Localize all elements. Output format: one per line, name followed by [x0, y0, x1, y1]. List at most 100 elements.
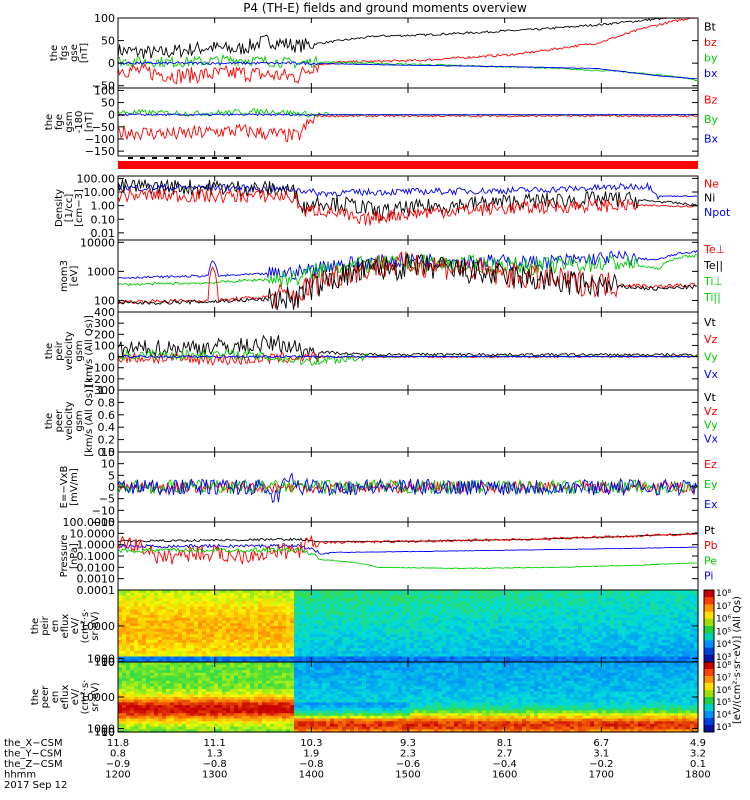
spectrogram-cell [566, 592, 571, 597]
spectrogram-cell [630, 639, 635, 644]
spectrogram-cell [442, 609, 447, 613]
spectrogram-cell [222, 626, 227, 630]
spectrogram-cell [190, 715, 195, 720]
spectrogram-cell [246, 603, 251, 608]
spectrogram-cell [266, 650, 271, 655]
spectrogram-cell [118, 680, 123, 685]
spectrogram-cell [118, 697, 123, 701]
spectrogram-cell [162, 718, 167, 722]
spectrogram-cell [618, 645, 623, 649]
spectrogram-cell [174, 590, 179, 594]
spectrogram-cell [198, 603, 203, 608]
spectrogram-cell [358, 601, 363, 605]
spectrogram-cell [674, 620, 679, 624]
spectrogram-cell [686, 637, 691, 641]
y-tick-label: 0.10 [91, 213, 116, 226]
spectrogram-cell [286, 617, 291, 622]
spectrogram-cell [418, 620, 423, 624]
spectrogram-cell [606, 642, 611, 646]
spectrogram-cell [310, 592, 315, 597]
spectrogram-cell [122, 729, 127, 733]
spectrogram-cell [182, 642, 187, 646]
spectrogram-cell [382, 623, 387, 627]
spectrogram-cell [310, 631, 315, 635]
spectrogram-cell [326, 595, 331, 599]
spectrogram-cell [658, 595, 663, 599]
spectrogram-cell [578, 628, 583, 633]
spectrogram-cell [578, 653, 583, 658]
spectrogram-cell [562, 628, 567, 633]
spectrogram-cell [154, 620, 159, 624]
spectrogram-cell [178, 721, 183, 725]
spectrogram-cell [306, 603, 311, 608]
spectrogram-cell [550, 648, 555, 652]
spectrogram-cell [142, 699, 147, 703]
spectrogram-cell [326, 634, 331, 638]
spectrogram-cell [254, 606, 259, 610]
spectrogram-cell [414, 634, 419, 638]
spectrogram-cell [170, 617, 175, 622]
spectrogram-cell [186, 694, 191, 698]
spectrogram-cell [498, 606, 503, 610]
spectrogram-cell [654, 634, 659, 638]
spectrogram-cell [138, 603, 143, 608]
spectrogram-cell [686, 648, 691, 652]
spectrogram-cell [230, 614, 235, 619]
spectrogram-cell [378, 612, 383, 616]
spectrogram-cell [138, 631, 143, 635]
spectrogram-cell [678, 631, 683, 635]
spectrogram-cell [194, 606, 199, 610]
spectrogram-cell [358, 645, 363, 649]
spectrogram-cell [382, 609, 387, 613]
spectrogram-cell [170, 639, 175, 644]
spectrogram-cell [146, 595, 151, 599]
spectrogram-cell [678, 628, 683, 633]
spectrogram-cell [694, 637, 699, 641]
spectrogram-cell [514, 626, 519, 630]
spectrogram-cell [274, 614, 279, 619]
spectrogram-cell [410, 642, 415, 646]
spectrogram-cell [666, 601, 671, 605]
spectrogram-cell [286, 645, 291, 649]
spectrogram-cell [586, 650, 591, 655]
spectrogram-cell [494, 639, 499, 644]
spectrogram-cell [322, 595, 327, 599]
spectrogram-cell [550, 606, 555, 610]
spectrogram-cell [134, 595, 139, 599]
spectrogram-cell [598, 592, 603, 597]
spectrogram-cell [686, 650, 691, 655]
spectrogram-cell [226, 691, 231, 695]
spectrogram-cell [410, 653, 415, 658]
spectrogram-cell [394, 592, 399, 597]
spectrogram-cell [522, 614, 527, 619]
spectrogram-cell [534, 637, 539, 641]
spectrogram-cell [422, 659, 427, 663]
spectrogram-cell [130, 691, 135, 695]
spectrogram-cell [150, 723, 155, 728]
spectrogram-cell [238, 667, 243, 671]
spectrogram-cell [574, 612, 579, 616]
spectrogram-cell [134, 601, 139, 605]
spectrogram-cell [626, 606, 631, 610]
spectrogram-cell [374, 637, 379, 641]
spectrogram-cell [138, 713, 143, 717]
spectrogram-cell [330, 645, 335, 649]
spectrogram-cell [226, 707, 231, 712]
spectrogram-cell [526, 620, 531, 624]
spectrogram-cell [530, 656, 535, 660]
spectrogram-cell [334, 598, 339, 602]
spectrogram-cell [142, 672, 147, 677]
spectrogram-cell [154, 634, 159, 638]
spectrogram-cell [482, 648, 487, 652]
spectrogram-cell [202, 680, 207, 685]
spectrogram-cell [210, 626, 215, 630]
spectrogram-cell [686, 595, 691, 599]
spectrogram-cell [194, 707, 199, 712]
spectrogram-cell [122, 606, 127, 610]
spectrogram-cell [230, 686, 235, 690]
spectrogram-cell [502, 595, 507, 599]
spectrogram-cell [154, 623, 159, 627]
spectrogram-cell [618, 592, 623, 597]
spectrogram-cell [318, 631, 323, 635]
spectrogram-cell [646, 634, 651, 638]
